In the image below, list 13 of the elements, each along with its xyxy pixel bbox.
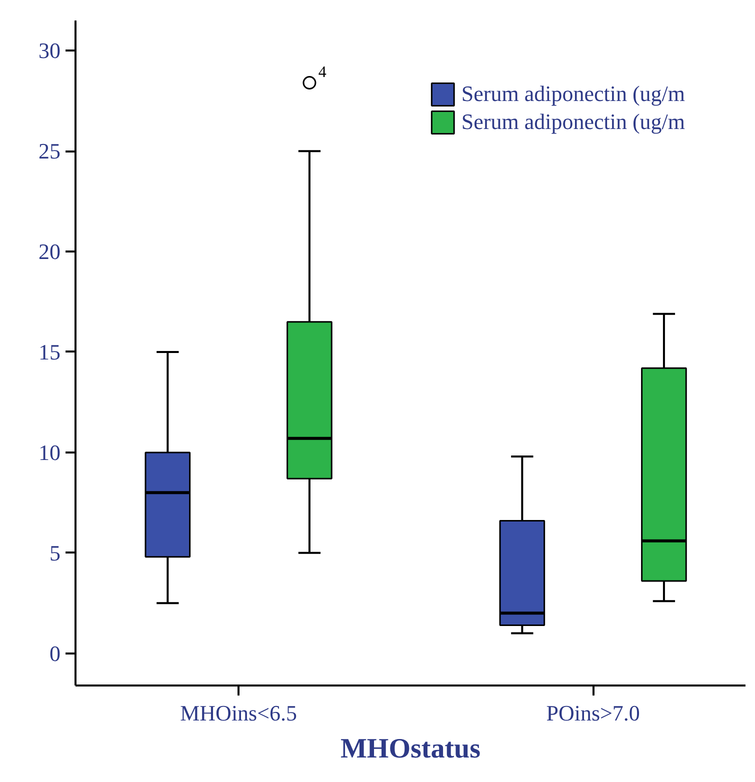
y-tick-label: 5	[50, 540, 60, 566]
y-tick-label: 15	[38, 339, 60, 364]
x-tick-label: POins>7.0	[546, 700, 640, 726]
legend-label: Serum adiponectin (ug/m	[461, 109, 685, 135]
annotation: 4	[318, 64, 326, 81]
x-axis-title: MHOstatus	[340, 734, 481, 764]
y-tick-label: 0	[50, 640, 60, 666]
legend-label: Serum adiponectin (ug/m	[461, 81, 685, 107]
y-tick-label: 25	[38, 138, 60, 164]
y-tick-label: 20	[38, 239, 60, 264]
x-tick-label: MHOins<6.5	[180, 700, 298, 726]
y-tick-label: 30	[38, 38, 60, 64]
y-tick-label: 10	[38, 440, 60, 465]
